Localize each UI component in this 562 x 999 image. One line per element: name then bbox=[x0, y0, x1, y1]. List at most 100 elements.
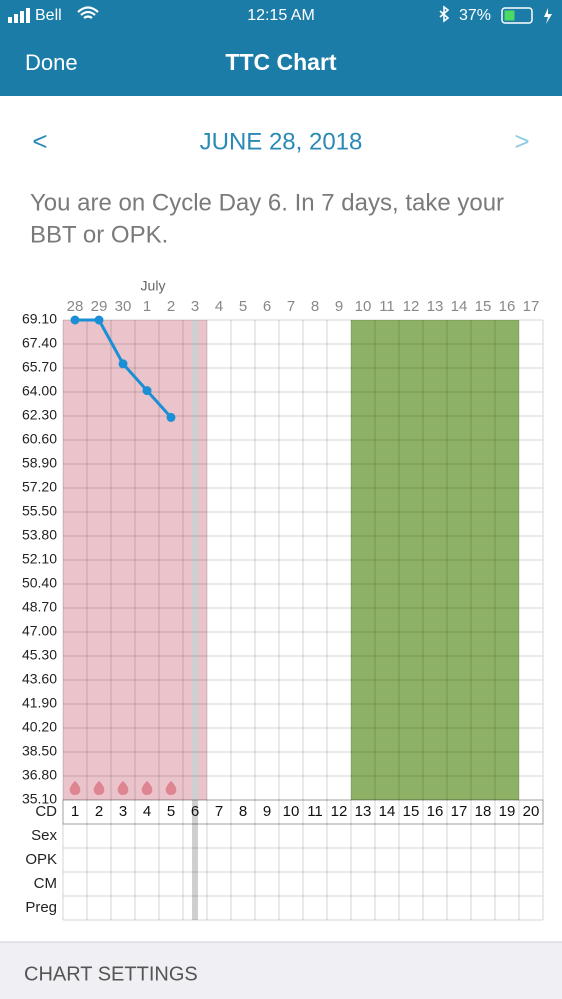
temperature-point bbox=[70, 315, 80, 325]
x-tick-label: 8 bbox=[311, 298, 319, 315]
y-tick-label: 65.70 bbox=[22, 359, 57, 375]
temperature-point bbox=[142, 386, 152, 396]
period-drop bbox=[117, 781, 129, 795]
next-button[interactable]: > bbox=[514, 126, 529, 156]
cycle-day: 6 bbox=[191, 803, 199, 820]
cycle-day: 9 bbox=[263, 803, 271, 820]
y-tick-label: 57.20 bbox=[22, 479, 57, 495]
y-tick-label: 53.80 bbox=[22, 527, 57, 543]
x-tick-label: 28 bbox=[67, 298, 84, 315]
temperature-point bbox=[94, 315, 104, 325]
x-tick-label: 12 bbox=[403, 298, 420, 315]
footer-bg bbox=[0, 942, 562, 999]
y-tick-label: 35.10 bbox=[22, 791, 57, 807]
cycle-day: 20 bbox=[523, 803, 540, 820]
cd-row-bg bbox=[62, 799, 544, 825]
cycle-day: 17 bbox=[451, 803, 468, 820]
y-tick-label: 67.40 bbox=[22, 335, 57, 351]
y-tick-label: 52.10 bbox=[22, 551, 57, 567]
cycle-day: 11 bbox=[307, 803, 323, 820]
y-tick-label: 50.40 bbox=[22, 575, 57, 591]
carrier: Bell bbox=[35, 7, 62, 24]
temperature-point bbox=[166, 412, 176, 422]
y-tick-label: 45.30 bbox=[22, 647, 57, 663]
cycle-day: 18 bbox=[475, 803, 492, 820]
message-line: You are on Cycle Day 6. In 7 days, take … bbox=[30, 189, 504, 216]
phase-shade bbox=[351, 320, 519, 800]
x-tick-label: 4 bbox=[215, 298, 223, 315]
x-tick-label: 15 bbox=[475, 298, 492, 315]
cycle-day: 4 bbox=[143, 803, 151, 820]
y-tick-label: 36.80 bbox=[22, 767, 57, 783]
period-drop bbox=[165, 781, 177, 795]
battery-icon bbox=[501, 7, 533, 24]
y-tick-label: 62.30 bbox=[22, 407, 57, 423]
cycle-day: 14 bbox=[379, 803, 396, 820]
row-label: Preg bbox=[25, 899, 57, 916]
x-tick-label: 30 bbox=[115, 298, 132, 315]
x-tick-label: 6 bbox=[263, 298, 271, 315]
y-tick-label: 64.00 bbox=[22, 383, 57, 399]
y-tick-label: 48.70 bbox=[22, 599, 57, 615]
cycle-day: 7 bbox=[215, 803, 223, 820]
row-label: CD bbox=[35, 803, 57, 820]
charging-icon bbox=[544, 8, 552, 24]
cycle-day: 16 bbox=[427, 803, 444, 820]
y-tick-label: 40.20 bbox=[22, 719, 57, 735]
y-tick-label: 43.60 bbox=[22, 671, 57, 687]
phase-shade bbox=[63, 320, 207, 800]
battery-text: 37% bbox=[459, 7, 491, 24]
battery-level bbox=[504, 10, 515, 21]
signal-icon bbox=[8, 8, 30, 23]
y-tick-label: 55.50 bbox=[22, 503, 57, 519]
period-drop bbox=[141, 781, 153, 795]
cycle-day: 2 bbox=[95, 803, 103, 820]
cycle-day: 3 bbox=[119, 803, 127, 820]
x-tick-label: 2 bbox=[167, 298, 175, 315]
y-tick-label: 47.00 bbox=[22, 623, 57, 639]
x-tick-label: 16 bbox=[499, 298, 516, 315]
x-tick-label: 11 bbox=[379, 298, 395, 315]
x-tick-label: 5 bbox=[239, 298, 247, 315]
y-tick-label: 41.90 bbox=[22, 695, 57, 711]
row-label: CM bbox=[34, 875, 57, 892]
x-tick-label: 3 bbox=[191, 298, 199, 315]
date-title: JUNE 28, 2018 bbox=[200, 128, 363, 155]
chart-settings[interactable]: CHART SETTINGS bbox=[24, 963, 198, 985]
x-tick-label: 9 bbox=[335, 298, 343, 315]
prev-button[interactable]: < bbox=[32, 126, 47, 156]
y-tick-label: 60.60 bbox=[22, 431, 57, 447]
x-tick-label: 10 bbox=[355, 298, 372, 315]
temperature-point bbox=[118, 359, 128, 369]
x-tick-label: 29 bbox=[91, 298, 108, 315]
y-tick-label: 69.10 bbox=[22, 311, 57, 327]
cycle-day: 13 bbox=[355, 803, 372, 820]
clock: 12:15 AM bbox=[247, 7, 315, 24]
message-line: BBT or OPK. bbox=[30, 221, 168, 248]
period-drop bbox=[69, 781, 81, 795]
x-tick-label: 1 bbox=[143, 298, 151, 315]
bluetooth-icon bbox=[439, 5, 450, 23]
cycle-day: 8 bbox=[239, 803, 247, 820]
x-tick-label: 13 bbox=[427, 298, 444, 315]
cycle-day: 1 bbox=[71, 803, 79, 820]
x-tick-label: 7 bbox=[287, 298, 295, 315]
wifi-icon bbox=[77, 6, 99, 19]
period-drop bbox=[93, 781, 105, 795]
cycle-day: 10 bbox=[283, 803, 300, 820]
header-bg bbox=[0, 0, 562, 96]
cycle-day: 5 bbox=[167, 803, 175, 820]
today-marker bbox=[192, 320, 198, 920]
done-button[interactable]: Done bbox=[25, 50, 78, 75]
row-label: Sex bbox=[31, 827, 57, 844]
cycle-day: 15 bbox=[403, 803, 420, 820]
chart: 69.10 67.40 65.70 64.00 62.30 60.60 58.90 57.20… bbox=[22, 278, 544, 921]
x-tick-label: 14 bbox=[451, 298, 468, 315]
row-label: OPK bbox=[25, 851, 57, 868]
y-tick-label: 58.90 bbox=[22, 455, 57, 471]
cycle-day: 19 bbox=[499, 803, 516, 820]
cycle-day: 12 bbox=[331, 803, 348, 820]
y-tick-label: 38.50 bbox=[22, 743, 57, 759]
